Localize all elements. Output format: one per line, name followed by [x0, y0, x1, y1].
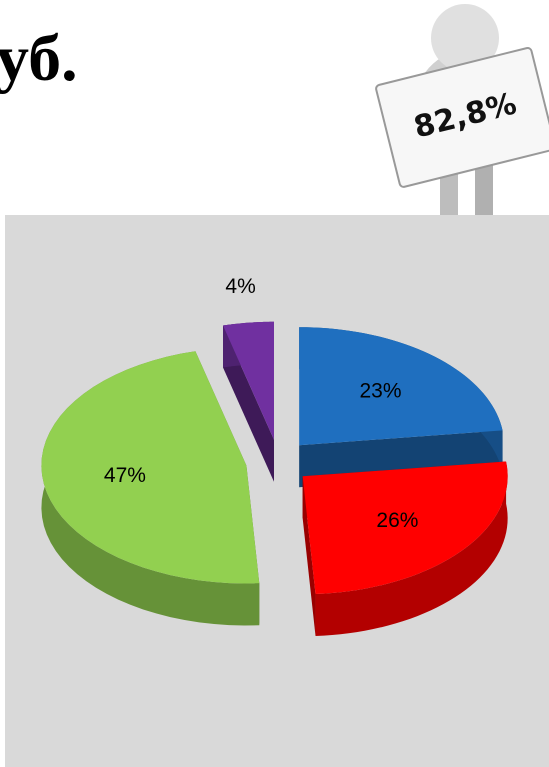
data-label: 23%: [359, 380, 401, 403]
slice: [223, 321, 274, 440]
figure: 82,8%: [375, 4, 549, 215]
sign-board: 82,8%: [375, 46, 549, 188]
pie: 23% 26% 47% 4%: [41, 275, 508, 637]
data-label: 47%: [104, 464, 146, 487]
slice-face: [302, 476, 316, 637]
board: [375, 46, 549, 188]
slice: [299, 327, 503, 446]
data-label: 4%: [225, 275, 255, 298]
data-label: 26%: [376, 509, 418, 532]
head: [431, 4, 499, 72]
slice: [302, 461, 508, 595]
slice: [41, 351, 260, 584]
heading: уб.: [0, 22, 78, 95]
slice-wall: [315, 461, 508, 637]
